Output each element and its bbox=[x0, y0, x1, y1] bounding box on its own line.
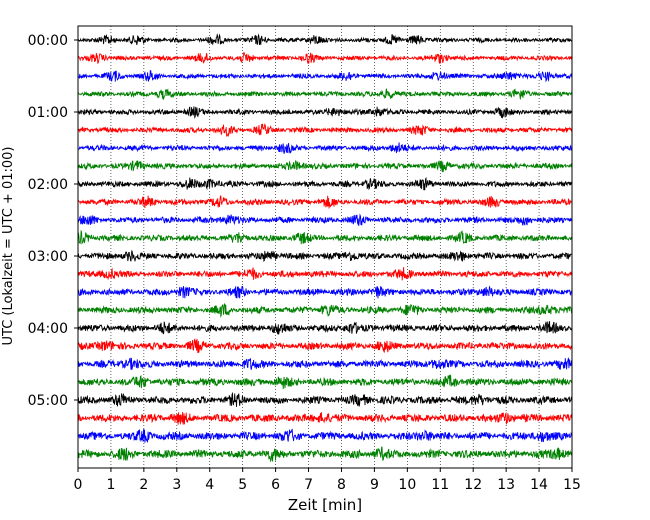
trace-0215 bbox=[77, 195, 573, 209]
plot-frame bbox=[77, 25, 573, 469]
trace-0200 bbox=[77, 176, 573, 191]
x-tick-label: 4 bbox=[205, 477, 214, 493]
trace-0500 bbox=[77, 391, 573, 407]
x-tick-label: 13 bbox=[497, 477, 515, 493]
y-tick-label: 00:00 bbox=[28, 33, 68, 49]
trace-0345 bbox=[77, 303, 573, 318]
y-tick-label: 03:00 bbox=[28, 249, 68, 265]
trace-0015 bbox=[77, 52, 573, 65]
trace-0000 bbox=[77, 33, 573, 46]
x-tick-label: 1 bbox=[106, 477, 115, 493]
y-tick-label: 02:00 bbox=[28, 177, 68, 193]
x-tick-label: 9 bbox=[370, 477, 379, 493]
y-tick-label: 04:00 bbox=[28, 321, 68, 337]
trace-0130 bbox=[77, 142, 573, 154]
x-tick-label: 7 bbox=[304, 477, 313, 493]
trace-0045 bbox=[77, 87, 573, 100]
x-tick-label: 14 bbox=[530, 477, 548, 493]
x-tick-label: 8 bbox=[337, 477, 346, 493]
trace-0030 bbox=[77, 70, 573, 83]
trace-0530 bbox=[77, 428, 573, 443]
trace-0545 bbox=[77, 446, 573, 463]
x-tick-label: 6 bbox=[271, 477, 280, 493]
x-tick-label: 11 bbox=[431, 477, 449, 493]
y-axis: 00:00 01:00 02:00 03:00 04:00 05:00 bbox=[28, 33, 78, 409]
trace-0430 bbox=[77, 357, 573, 370]
x-axis: 0 1 2 3 4 5 6 7 8 9 10 11 12 13 14 15 bbox=[74, 468, 581, 493]
trace-0515 bbox=[77, 411, 573, 425]
x-axis-label: Zeit [min] bbox=[288, 496, 362, 514]
trace-0230 bbox=[77, 213, 573, 226]
trace-0415 bbox=[77, 338, 573, 354]
x-tick-label: 15 bbox=[563, 477, 581, 493]
trace-0100 bbox=[77, 106, 573, 120]
trace-0445 bbox=[77, 374, 573, 390]
x-tick-label: 12 bbox=[464, 477, 482, 493]
x-tick-label: 10 bbox=[398, 477, 416, 493]
y-tick-label: 05:00 bbox=[28, 393, 68, 409]
x-tick-label: 0 bbox=[74, 477, 83, 493]
trace-0300 bbox=[77, 249, 573, 263]
y-axis-label: UTC (Lokalzeit = UTC + 01:00) bbox=[1, 147, 16, 346]
x-tick-label: 3 bbox=[172, 477, 181, 493]
trace-0315 bbox=[77, 267, 573, 281]
x-tick-label: 5 bbox=[238, 477, 247, 493]
trace-group bbox=[77, 33, 573, 463]
trace-0330 bbox=[77, 285, 573, 299]
y-tick-label: 01:00 bbox=[28, 105, 68, 121]
trace-0145 bbox=[77, 159, 573, 173]
trace-0115 bbox=[77, 123, 573, 138]
trace-0400 bbox=[77, 320, 573, 335]
trace-0245 bbox=[77, 229, 573, 245]
x-tick-label: 2 bbox=[139, 477, 148, 493]
